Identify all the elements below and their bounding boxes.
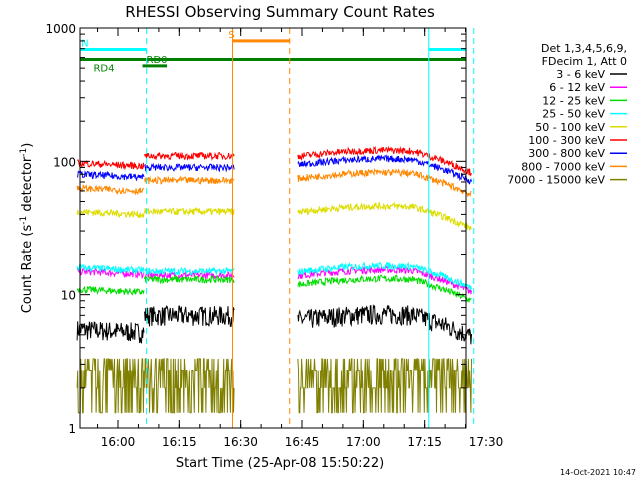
legend-entry-label: 800 - 7000 keV	[521, 160, 605, 173]
legend-entry-label: 7000 - 15000 keV	[507, 174, 605, 187]
flag-label: RD4	[93, 64, 114, 75]
series-segment	[76, 159, 145, 171]
flag-label: S	[228, 30, 234, 41]
series-line	[77, 154, 472, 185]
y-axis-label-exp1: -1	[19, 216, 29, 225]
series-line	[76, 358, 472, 414]
plot-frame	[79, 27, 467, 429]
series-segment	[144, 206, 235, 216]
y-tick-label: 100	[53, 155, 76, 169]
y-tick-label: 1000	[45, 22, 76, 36]
series-segment	[297, 303, 472, 345]
series-segment	[144, 151, 235, 161]
legend-entry-label: 50 - 100 keV	[535, 121, 605, 134]
series-segment	[76, 358, 145, 414]
legend-entry-label: 100 - 300 keV	[528, 134, 605, 147]
x-tick-label: 17:30	[469, 435, 504, 449]
y-axis-label-mid: detector	[20, 156, 35, 216]
series-segment	[144, 274, 235, 285]
legend-entry-label: 6 - 12 keV	[549, 81, 605, 94]
series-segment	[144, 270, 235, 281]
series-segment	[297, 265, 472, 295]
footer-timestamp: 14-Oct-2021 10:47	[560, 468, 636, 477]
series-segment	[297, 154, 472, 185]
y-axis-label: Count Rate (s-1 detector-1)	[19, 143, 35, 314]
series-segment	[297, 358, 472, 414]
series-line	[76, 274, 472, 303]
y-tick-label: 1	[68, 422, 76, 436]
y-axis-label-main: Count Rate (s	[20, 225, 35, 314]
series-segment	[297, 261, 472, 291]
legend-entry-label: 12 - 25 keV	[542, 94, 605, 107]
x-tick-label: 16:30	[223, 435, 258, 449]
x-tick-label: 17:00	[346, 435, 381, 449]
series-line	[76, 201, 472, 231]
x-tick-label: 16:00	[101, 435, 136, 449]
legend-header-2: FDecim 1, Att 0	[542, 55, 627, 68]
series-segment	[77, 170, 145, 182]
flags-layer: NSRD0RD4	[80, 30, 466, 75]
x-tick-label: 16:45	[285, 435, 320, 449]
y-tick-label: 10	[61, 289, 76, 303]
series-segment	[76, 267, 145, 280]
chart-title: RHESSI Observing Summary Count Rates	[125, 3, 435, 21]
series-segment	[144, 175, 235, 185]
series-segment	[144, 305, 235, 327]
series-line	[76, 303, 472, 345]
series-line	[76, 167, 472, 198]
series-segment	[297, 274, 472, 303]
y-axis-label-exp2: -1	[19, 148, 29, 157]
axes-layer: 16:00 16:15 16:30 16:45 17:00 17:15 17:30 1 10 10…	[45, 22, 503, 449]
legend-entry-label: 3 - 6 keV	[556, 68, 605, 81]
series-segment	[76, 285, 145, 296]
series-segment	[297, 167, 472, 198]
legend-header-1: Det 1,3,4,5,6,9,	[541, 42, 627, 55]
series-segment	[76, 321, 145, 344]
series-segment	[144, 266, 235, 277]
series-segment	[297, 201, 472, 231]
legend-entry-label: 25 - 50 keV	[542, 108, 605, 121]
y-axis-label-end: )	[20, 143, 35, 148]
x-tick-label: 17:15	[407, 435, 442, 449]
series-segment	[144, 162, 235, 173]
x-axis-label: Start Time (25-Apr-08 15:50:22)	[176, 456, 384, 471]
series-segment	[144, 358, 235, 414]
legend-entry-label: 300 - 800 keV	[528, 147, 605, 160]
series-segment	[76, 208, 145, 219]
markers-layer	[146, 28, 475, 428]
series-segment	[76, 263, 145, 274]
legend: Det 1,3,4,5,6,9, FDecim 1, Att 0 3 - 6 k…	[507, 42, 627, 187]
series-segment	[76, 183, 145, 196]
series-line	[76, 261, 472, 291]
series-segment	[297, 145, 472, 177]
series-line	[76, 145, 472, 177]
series-layer	[76, 145, 472, 414]
x-tick-label: 16:15	[162, 435, 197, 449]
flag-label: N	[81, 38, 88, 49]
